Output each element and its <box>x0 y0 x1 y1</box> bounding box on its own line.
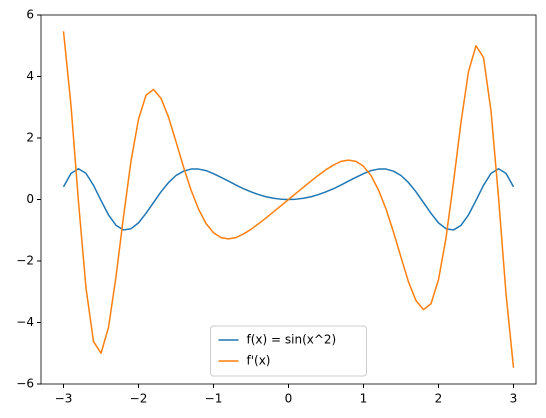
y-tick-label: 2 <box>26 131 34 145</box>
y-tick-label: 0 <box>26 192 34 206</box>
legend-label: f'(x) <box>247 354 271 368</box>
x-tick-label: 3 <box>510 392 518 406</box>
legend-label: f(x) = sin(x^2) <box>247 333 337 347</box>
y-tick-label: 4 <box>26 69 34 83</box>
y-tick-label: −2 <box>16 254 34 268</box>
x-tick-label: −3 <box>55 392 73 406</box>
x-tick-label: −2 <box>130 392 148 406</box>
x-tick-label: 1 <box>360 392 368 406</box>
x-tick-label: −1 <box>205 392 223 406</box>
legend-box <box>210 325 367 377</box>
line-series <box>62 31 515 368</box>
x-tick-label: 2 <box>435 392 443 406</box>
x-tick-label: 0 <box>285 392 293 406</box>
axes-frame <box>40 14 537 385</box>
y-tick-label: 6 <box>26 8 34 22</box>
y-tick-label: −4 <box>16 315 34 329</box>
y-tick-label: −6 <box>16 377 34 391</box>
